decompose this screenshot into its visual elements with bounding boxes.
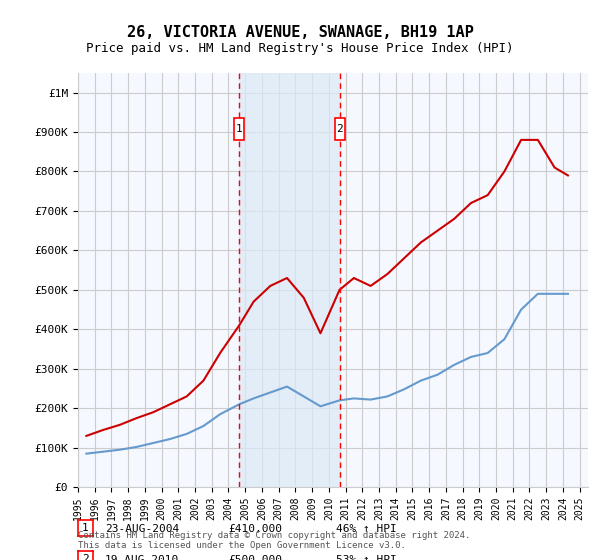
Text: £500,000: £500,000: [228, 555, 282, 560]
FancyBboxPatch shape: [234, 118, 244, 139]
Text: £410,000: £410,000: [228, 524, 282, 534]
Text: 2: 2: [336, 124, 343, 134]
Text: 23-AUG-2004: 23-AUG-2004: [105, 524, 179, 534]
Bar: [239, 73, 340, 487]
Text: Price paid vs. HM Land Registry's House Price Index (HPI): Price paid vs. HM Land Registry's House …: [86, 42, 514, 55]
Text: 19-AUG-2010: 19-AUG-2010: [105, 555, 179, 560]
Text: 46% ↑ HPI: 46% ↑ HPI: [336, 524, 397, 534]
Text: 53% ↑ HPI: 53% ↑ HPI: [336, 555, 397, 560]
Text: 2: 2: [82, 554, 89, 560]
Text: Contains HM Land Registry data © Crown copyright and database right 2024.
This d: Contains HM Land Registry data © Crown c…: [78, 530, 470, 550]
Text: 1: 1: [236, 124, 242, 134]
Text: 26, VICTORIA AVENUE, SWANAGE, BH19 1AP: 26, VICTORIA AVENUE, SWANAGE, BH19 1AP: [127, 25, 473, 40]
FancyBboxPatch shape: [335, 118, 344, 139]
Text: 1: 1: [82, 523, 89, 533]
